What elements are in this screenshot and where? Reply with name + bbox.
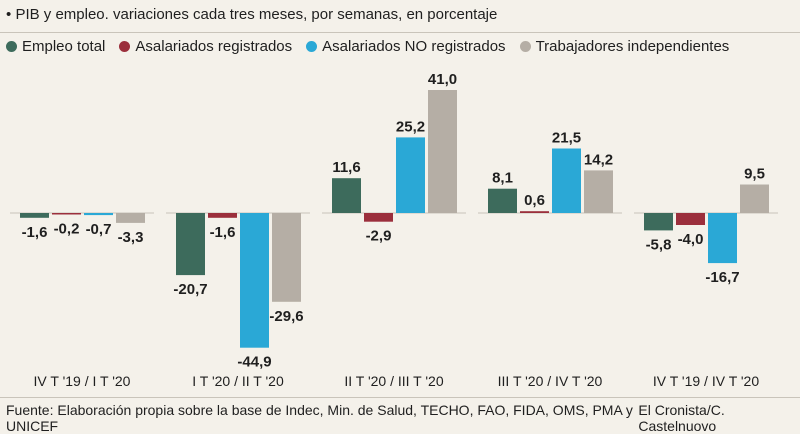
value-label-asalariados-no-registrados-group-1: -0,7 <box>86 221 112 238</box>
footer: Fuente: Elaboración propia sobre la base… <box>6 402 794 434</box>
bar-asalariados-no-registrados-group-4 <box>552 148 581 213</box>
legend-label-trabajadores-independientes: Trabajadores independientes <box>535 38 730 55</box>
category-label-group-5: IV T '19 / IV T '20 <box>653 373 759 389</box>
bar-asalariados-registrados-group-2 <box>208 213 237 218</box>
value-label-empleo-total-group-4: 8,1 <box>492 170 513 187</box>
legend-item-asalariados-no-registrados: Asalariados NO registrados <box>306 38 506 55</box>
legend-label-empleo-total: Empleo total <box>22 38 106 55</box>
value-label-asalariados-no-registrados-group-3: 25,2 <box>396 118 425 135</box>
value-label-trabajadores-independientes-group-4: 14,2 <box>584 151 613 168</box>
bar-asalariados-registrados-group-4 <box>520 211 549 213</box>
legend-swatch-empleo-total <box>6 41 17 52</box>
value-label-empleo-total-group-5: -5,8 <box>646 236 672 253</box>
source-note: Fuente: Elaboración propia sobre la base… <box>6 402 633 434</box>
bar-chart: -1,6 -0,2 -0,7 -3,3 IV T '19 / I T '20 -20,7 -… <box>10 71 778 389</box>
bar-asalariados-no-registrados-group-3 <box>396 137 425 213</box>
title-bullet: • <box>6 6 12 23</box>
bar-asalariados-registrados-group-5 <box>676 213 705 225</box>
legend-item-asalariados-registrados: Asalariados registrados <box>119 38 292 55</box>
value-label-asalariados-registrados-group-3: -2,9 <box>366 228 392 245</box>
bar-trabajadores-independientes-group-4 <box>584 170 613 213</box>
legend-swatch-trabajadores-independientes <box>519 41 531 52</box>
bar-asalariados-no-registrados-group-1 <box>84 213 113 216</box>
bar-empleo-total-group-3 <box>332 178 361 213</box>
value-label-asalariados-no-registrados-group-5: -16,7 <box>705 269 739 286</box>
value-label-asalariados-registrados-group-2: -1,6 <box>210 224 236 241</box>
category-label-group-2: I T '20 / II T '20 <box>192 373 284 389</box>
value-label-asalariados-no-registrados-group-4: 21,5 <box>552 130 581 147</box>
value-label-asalariados-registrados-group-4: 0,6 <box>524 192 545 209</box>
bar-trabajadores-independientes-group-3 <box>428 90 457 213</box>
value-label-empleo-total-group-1: -1,6 <box>22 224 48 241</box>
bar-empleo-total-group-4 <box>488 188 517 213</box>
category-label-group-1: IV T '19 / I T '20 <box>34 373 131 389</box>
bar-empleo-total-group-5 <box>644 213 673 231</box>
credit-note: El Cronista/C. Castelnuovo <box>638 402 725 434</box>
value-label-empleo-total-group-3: 11,6 <box>332 159 360 176</box>
header-divider <box>0 32 800 33</box>
bar-empleo-total-group-2 <box>176 213 205 276</box>
legend: Empleo total Asalariados registrados Asa… <box>6 38 729 55</box>
legend-label-asalariados-registrados: Asalariados registrados <box>135 38 293 55</box>
bar-asalariados-registrados-group-3 <box>364 213 393 222</box>
value-label-trabajadores-independientes-group-3: 41,0 <box>428 71 457 88</box>
value-label-empleo-total-group-2: -20,7 <box>173 281 207 298</box>
value-label-asalariados-registrados-group-5: -4,0 <box>678 231 704 248</box>
chart-title: • PIB y empleo. variaciones cada tres me… <box>6 6 497 23</box>
category-label-group-3: II T '20 / III T '20 <box>344 373 443 389</box>
bar-trabajadores-independientes-group-2 <box>272 213 301 302</box>
bar-asalariados-no-registrados-group-2 <box>240 213 269 348</box>
title-text: PIB y empleo. variaciones cada tres mese… <box>15 6 498 23</box>
bar-asalariados-no-registrados-group-5 <box>708 213 737 264</box>
bar-trabajadores-independientes-group-5 <box>740 184 769 213</box>
legend-label-asalariados-no-registrados: Asalariados NO registrados <box>322 38 506 55</box>
value-label-asalariados-no-registrados-group-2: -44,9 <box>237 354 271 371</box>
legend-item-empleo-total: Empleo total <box>6 38 105 55</box>
value-label-trabajadores-independientes-group-2: -29,6 <box>269 308 303 325</box>
legend-swatch-asalariados-no-registrados <box>306 41 318 52</box>
bar-asalariados-registrados-group-1 <box>52 213 81 215</box>
footer-divider <box>0 397 800 398</box>
value-label-trabajadores-independientes-group-1: -3,3 <box>118 229 144 246</box>
legend-item-trabajadores-independientes: Trabajadores independientes <box>519 38 730 55</box>
legend-swatch-asalariados-registrados <box>119 41 131 52</box>
value-label-trabajadores-independientes-group-5: 9,5 <box>744 166 765 183</box>
bar-empleo-total-group-1 <box>20 213 49 218</box>
category-label-group-4: III T '20 / IV T '20 <box>498 373 603 389</box>
bar-trabajadores-independientes-group-1 <box>116 213 145 223</box>
value-label-asalariados-registrados-group-1: -0,2 <box>54 221 80 238</box>
